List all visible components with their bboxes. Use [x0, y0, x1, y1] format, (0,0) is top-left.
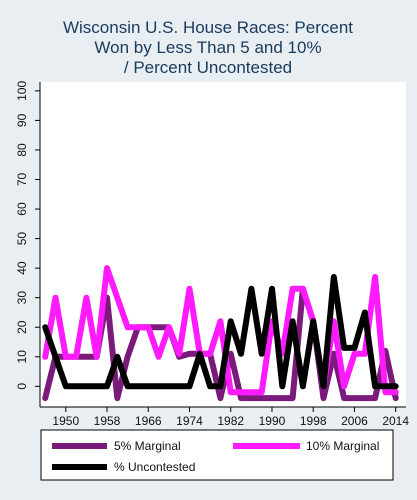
series-layer [42, 265, 399, 402]
y-tick-label: 30 [15, 291, 29, 305]
x-tick-label: 1982 [217, 414, 244, 428]
y-tick-label: 100 [15, 81, 29, 101]
x-tick-label: 1998 [300, 414, 327, 428]
y-tick-label: 50 [15, 232, 29, 246]
y-tick-label: 70 [15, 173, 29, 187]
y-tick-label: 20 [15, 320, 29, 334]
legend-label-10pct: 10% Marginal [306, 439, 379, 453]
legend-box [40, 429, 394, 481]
series-uncontested-line [42, 274, 399, 390]
legend: 5% Marginal 10% Marginal % Uncontested [40, 429, 394, 481]
legend-label-5pct: 5% Marginal [114, 439, 181, 453]
x-tick-label: 1990 [259, 414, 286, 428]
x-tick-label: 1974 [176, 414, 203, 428]
chart-title-line-1: Wisconsin U.S. House Races: Percent [63, 18, 353, 37]
chart-title-line-3: / Percent Uncontested [124, 58, 292, 77]
y-tick-label: 10 [15, 350, 29, 364]
x-tick-label: 1950 [52, 414, 79, 428]
y-tick-label: 80 [15, 143, 29, 157]
x-tick-label: 2006 [341, 414, 368, 428]
chart-title-line-2: Won by Less Than 5 and 10% [94, 38, 321, 57]
x-axis: 1950 1958 1966 1974 1982 1990 1998 2006 2014 [40, 406, 409, 428]
legend-label-uncontested: % Uncontested [114, 460, 195, 474]
y-tick-label: 40 [15, 261, 29, 275]
x-tick-label: 2014 [382, 414, 409, 428]
y-tick-label: 90 [15, 113, 29, 127]
x-tick-label: 1966 [135, 414, 162, 428]
x-tick-label: 1958 [94, 414, 121, 428]
series-10pct-marginal-line [42, 265, 399, 396]
y-axis: 0 10 20 30 40 50 60 70 80 90 100 [15, 81, 41, 407]
y-tick-label: 0 [15, 383, 29, 390]
y-tick-label: 60 [15, 202, 29, 216]
